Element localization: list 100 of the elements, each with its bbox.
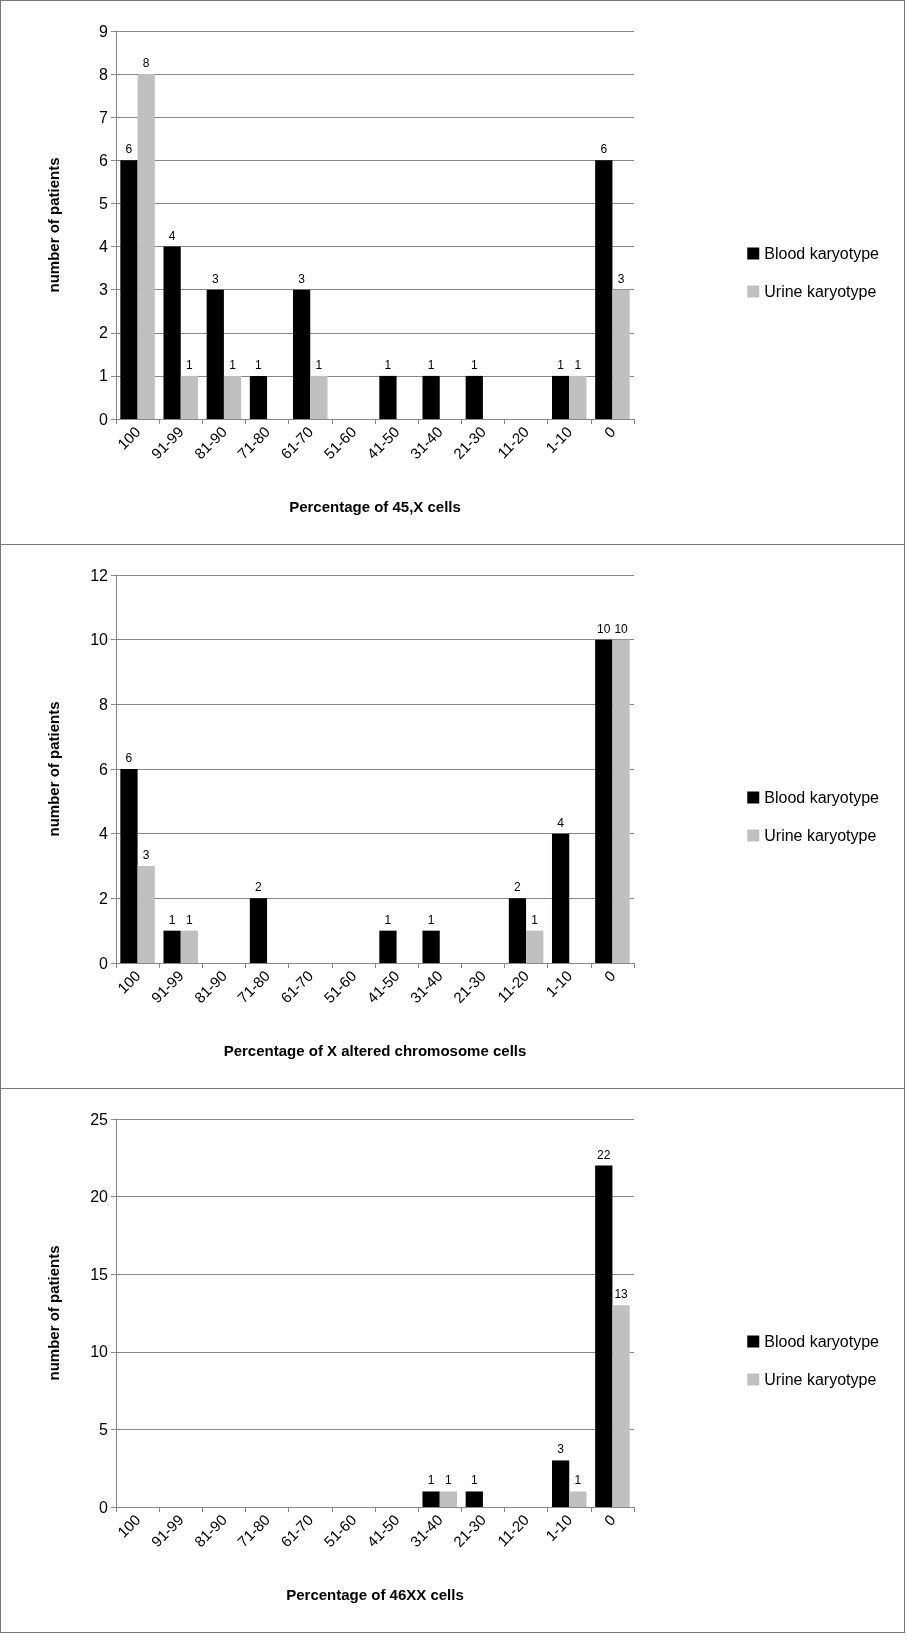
data-label: 22 <box>597 1147 611 1162</box>
y-tick-label: 5 <box>99 194 109 212</box>
bar <box>422 375 440 419</box>
bar <box>379 375 397 419</box>
y-tick-label: 12 <box>90 566 109 584</box>
data-label: 1 <box>255 357 263 372</box>
bar <box>595 1165 613 1507</box>
bar <box>465 1491 483 1507</box>
data-label: 4 <box>557 815 565 830</box>
y-tick-label: 8 <box>99 65 109 83</box>
y-tick-label: 3 <box>99 281 109 299</box>
bar <box>595 639 613 963</box>
data-label: 10 <box>597 621 611 636</box>
y-tick-label: 2 <box>99 889 109 907</box>
bar <box>422 1491 440 1507</box>
data-label: 1 <box>470 1473 478 1488</box>
bar <box>612 639 630 963</box>
y-tick-label: 5 <box>99 1420 109 1438</box>
y-tick-label: 4 <box>99 238 109 256</box>
y-tick-label: 6 <box>99 760 109 778</box>
bar <box>569 375 587 419</box>
bar <box>249 898 268 963</box>
data-label: 2 <box>255 880 263 895</box>
data-label: 3 <box>142 848 150 862</box>
bar <box>439 1491 458 1507</box>
x-tick-label: 0 <box>600 966 619 985</box>
bar <box>422 930 440 963</box>
data-label: 1 <box>574 357 582 372</box>
y-tick-label: 0 <box>99 954 109 972</box>
y-tick-label: 25 <box>90 1110 109 1128</box>
bar <box>612 1305 630 1507</box>
bar <box>551 1460 570 1507</box>
y-tick-label: 2 <box>99 324 109 342</box>
y-tick-label: 20 <box>90 1188 109 1206</box>
y-tick-label: 8 <box>99 695 109 713</box>
y-tick-label: 6 <box>99 151 109 169</box>
data-label: 6 <box>125 142 133 157</box>
bar <box>551 375 570 419</box>
bar <box>223 375 242 419</box>
bar <box>379 930 397 963</box>
data-label: 10 <box>614 621 629 636</box>
y-tick-label: 0 <box>99 1498 109 1516</box>
bar <box>612 289 630 419</box>
bar <box>137 74 155 419</box>
bar <box>508 898 527 963</box>
data-label: 1 <box>384 912 392 927</box>
legend-label: Blood karyotype <box>764 1333 880 1350</box>
data-label: 6 <box>600 142 608 157</box>
data-label: 1 <box>186 357 194 372</box>
y-axis-title: number of patients <box>45 157 62 293</box>
data-label: 1 <box>427 912 435 927</box>
data-label: 2 <box>514 880 522 895</box>
data-label: 13 <box>614 1287 629 1302</box>
bar <box>206 289 224 419</box>
bar <box>249 375 268 419</box>
x-tick-label: 0 <box>600 1510 619 1529</box>
data-label: 6 <box>125 751 133 765</box>
x-tick-label: 100 <box>113 966 144 997</box>
y-axis-title: number of patients <box>45 701 62 837</box>
data-label: 1 <box>427 1473 435 1488</box>
x-axis-title: Percentage of 45,X cells <box>289 498 461 515</box>
y-tick-label: 9 <box>99 22 109 40</box>
y-tick-label: 15 <box>90 1265 109 1283</box>
bar <box>310 375 328 419</box>
data-label: 1 <box>445 1473 453 1488</box>
data-label: 1 <box>427 357 435 372</box>
y-tick-label: 0 <box>99 410 109 428</box>
bar <box>569 1491 587 1507</box>
data-label: 3 <box>557 1442 565 1457</box>
x-tick-label: 100 <box>113 1510 144 1541</box>
y-tick-label: 4 <box>99 825 109 843</box>
legend-label: Urine karyotype <box>764 827 877 844</box>
data-label: 1 <box>168 912 176 927</box>
data-label: 1 <box>315 357 323 372</box>
data-label: 1 <box>229 357 237 372</box>
y-tick-label: 7 <box>99 108 109 126</box>
x-tick-label: 100 <box>113 422 144 453</box>
legend-label: Urine karyotype <box>764 283 877 300</box>
y-tick-label: 1 <box>99 367 109 385</box>
data-label: 1 <box>186 912 194 927</box>
bar <box>465 375 483 419</box>
bar <box>180 930 199 963</box>
bar <box>526 930 544 963</box>
data-label: 1 <box>557 357 565 372</box>
bar <box>120 160 138 419</box>
y-tick-label: 10 <box>90 631 109 649</box>
legend-label: Blood karyotype <box>764 789 880 806</box>
bar <box>163 246 181 419</box>
bar <box>292 289 311 419</box>
y-axis-title: number of patients <box>45 1245 62 1381</box>
data-label: 4 <box>168 228 176 243</box>
bar <box>180 375 199 419</box>
data-label: 1 <box>574 1473 582 1488</box>
x-axis-title: Percentage of 46XX cells <box>286 1586 464 1603</box>
legend-label: Blood karyotype <box>764 245 880 262</box>
legend-label: Urine karyotype <box>764 1371 877 1388</box>
data-label: 1 <box>531 912 539 927</box>
data-label: 3 <box>298 271 306 286</box>
bar <box>163 930 181 963</box>
data-label: 8 <box>142 56 150 71</box>
